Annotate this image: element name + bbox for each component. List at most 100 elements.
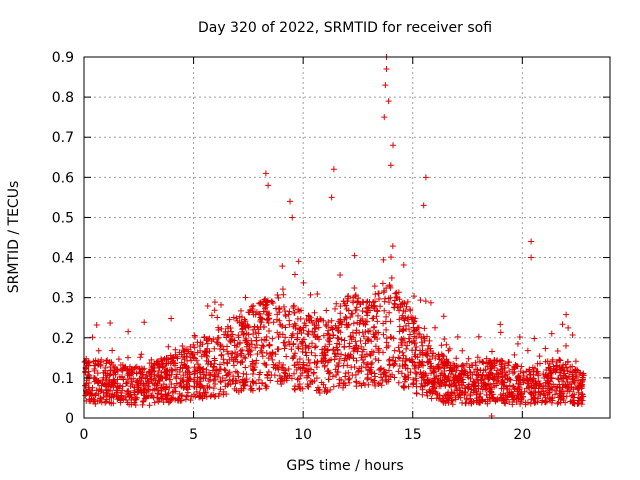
data-point [162, 392, 169, 399]
data-point [309, 340, 316, 347]
data-point [291, 271, 298, 278]
data-point [104, 387, 111, 394]
data-point [159, 364, 166, 371]
data-point [554, 347, 561, 354]
data-point [306, 359, 313, 366]
data-point [296, 356, 303, 363]
data-point [137, 387, 144, 394]
data-point [379, 280, 386, 287]
data-point [455, 392, 462, 399]
data-point [391, 374, 398, 381]
data-point [443, 378, 450, 385]
data-point [92, 357, 99, 364]
data-point [501, 364, 508, 371]
data-point [428, 395, 435, 402]
data-point [550, 381, 557, 388]
data-point [555, 399, 562, 406]
data-point [380, 331, 387, 338]
data-point [412, 315, 419, 322]
data-point [518, 395, 525, 402]
data-point [497, 329, 504, 336]
data-point [473, 399, 480, 406]
y-tick-label: 0.4 [52, 251, 74, 267]
data-point [112, 380, 119, 387]
data-point [399, 357, 406, 364]
data-point [467, 391, 474, 398]
data-point [353, 357, 360, 364]
data-point [124, 379, 131, 386]
data-point [424, 380, 431, 387]
data-point [249, 378, 256, 385]
data-point [461, 385, 468, 392]
data-point [95, 379, 102, 386]
data-point [154, 394, 161, 401]
data-point [194, 349, 201, 356]
data-point [411, 340, 418, 347]
data-point [360, 333, 367, 340]
data-point [117, 396, 124, 403]
data-point [350, 355, 357, 362]
data-point [93, 322, 100, 329]
data-point [484, 396, 491, 403]
data-point [376, 295, 383, 302]
data-point [334, 334, 341, 341]
data-point [424, 392, 431, 399]
data-point [155, 368, 162, 375]
data-point [111, 379, 118, 386]
data-point [524, 380, 531, 387]
data-point [571, 379, 578, 386]
data-point [365, 381, 372, 388]
data-point [424, 350, 431, 357]
data-point [492, 398, 499, 405]
data-point [423, 372, 430, 379]
data-point [383, 285, 390, 292]
data-point [321, 362, 328, 369]
data-point [341, 337, 348, 344]
data-point [394, 303, 401, 310]
data-point [197, 364, 204, 371]
data-point [541, 374, 548, 381]
data-point [498, 363, 505, 370]
data-point [263, 333, 270, 340]
data-point [119, 383, 126, 390]
data-point [509, 401, 516, 408]
data-point [211, 355, 218, 362]
data-point [358, 343, 365, 350]
data-point [552, 368, 559, 375]
data-point [160, 381, 167, 388]
data-point [199, 368, 206, 375]
data-point [337, 272, 344, 278]
x-tick-label: 10 [294, 427, 312, 443]
data-point [184, 373, 191, 380]
data-point [314, 316, 321, 323]
data-point [242, 355, 249, 362]
data-point [239, 347, 246, 354]
data-point [133, 378, 140, 385]
data-point [374, 318, 381, 325]
data-point [234, 369, 241, 376]
data-point [265, 355, 272, 362]
data-point [547, 370, 554, 377]
data-point [388, 334, 395, 341]
data-point [374, 308, 381, 315]
data-point [331, 351, 338, 358]
data-point [506, 368, 513, 375]
data-point [411, 293, 418, 300]
data-point [395, 354, 402, 361]
data-point [402, 365, 409, 372]
data-point [524, 347, 531, 354]
data-point [238, 350, 245, 357]
x-tick-label: 5 [189, 427, 198, 443]
data-point [283, 353, 290, 360]
data-point [528, 396, 535, 403]
data-point [109, 347, 116, 354]
data-point [91, 375, 98, 382]
data-point [342, 382, 349, 389]
data-point [185, 365, 192, 372]
data-point [159, 395, 166, 402]
data-point [217, 378, 224, 385]
data-point [291, 320, 298, 327]
data-point [299, 364, 306, 371]
data-point [349, 329, 356, 336]
data-point [559, 321, 566, 328]
